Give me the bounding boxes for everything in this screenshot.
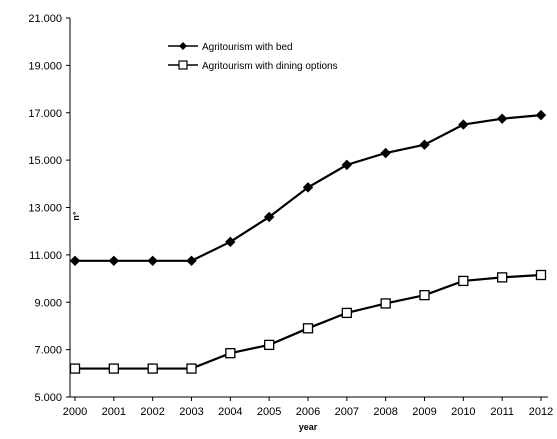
x-tick-label: 2002 [140, 406, 164, 418]
legend-marker [178, 60, 188, 70]
data-point [380, 298, 391, 309]
data-point [147, 363, 158, 374]
legend-item: Agritourism with dining options [168, 60, 338, 72]
legend-marker [179, 42, 187, 50]
data-point [458, 119, 469, 130]
y-ticks: 5.000 7.000 9.000 11.000 13.000 15.000 17.000 1… [28, 13, 70, 404]
data-point [497, 272, 508, 283]
data-point [458, 275, 469, 287]
data-point [380, 147, 391, 159]
data-point [69, 363, 81, 374]
x-tick-label: 2007 [335, 406, 359, 418]
x-tick-label: 2000 [63, 406, 87, 418]
data-point [108, 255, 120, 267]
series-layer [69, 109, 547, 374]
y-axis-title: n° [71, 211, 81, 220]
y-tick-label: 21.000 [28, 13, 62, 25]
y-tick-label: 9.000 [34, 297, 62, 309]
data-point [419, 289, 430, 301]
legend-item: Agritourism with bed [168, 42, 293, 53]
data-point [341, 159, 353, 171]
data-point [535, 109, 547, 121]
x-tick-label: 2012 [529, 406, 553, 418]
data-point [186, 363, 197, 374]
series-line [75, 273, 542, 370]
y-tick-label: 19.000 [28, 60, 62, 72]
data-point [264, 339, 275, 351]
legend-label: Agritourism with bed [202, 42, 293, 53]
data-point [69, 255, 81, 267]
y-tick-label: 13.000 [28, 203, 62, 215]
data-point [225, 348, 236, 359]
y-tick-label: 17.000 [28, 108, 62, 120]
legend-label: Agritourism with dining options [202, 61, 338, 72]
x-tick-label: 2004 [218, 406, 242, 418]
legend: Agritourism with bed Agritourism with din… [168, 42, 338, 72]
series-1 [69, 109, 547, 267]
y-tick-label: 15.000 [28, 155, 62, 167]
data-point [186, 255, 197, 267]
data-point [419, 139, 430, 150]
axes [69, 18, 548, 398]
x-tick-label: 2009 [412, 406, 436, 418]
x-tick-label: 2001 [102, 406, 126, 418]
x-tick-label: 2010 [451, 406, 475, 418]
data-point [108, 363, 119, 374]
x-tick-label: 2005 [257, 406, 281, 418]
x-tick-label: 2003 [179, 406, 203, 418]
series-2 [69, 269, 547, 374]
data-point [496, 113, 508, 124]
y-tick-label: 5.000 [34, 392, 62, 404]
data-point [302, 182, 314, 193]
data-point [147, 255, 158, 267]
data-point [263, 211, 275, 223]
data-point [535, 269, 547, 281]
x-ticks: 2000 2001 2002 2003 2004 2005 2006 2007 2008 2009… [63, 397, 553, 418]
y-tick-label: 11.000 [29, 250, 62, 262]
x-tick-label: 2008 [373, 406, 397, 418]
data-point [302, 323, 314, 334]
x-tick-label: 2006 [296, 406, 320, 418]
x-tick-label: 2011 [490, 406, 514, 418]
x-axis-title: year [299, 422, 318, 432]
data-point [225, 236, 236, 248]
data-point [341, 307, 352, 319]
y-tick-label: 7.000 [34, 345, 62, 357]
